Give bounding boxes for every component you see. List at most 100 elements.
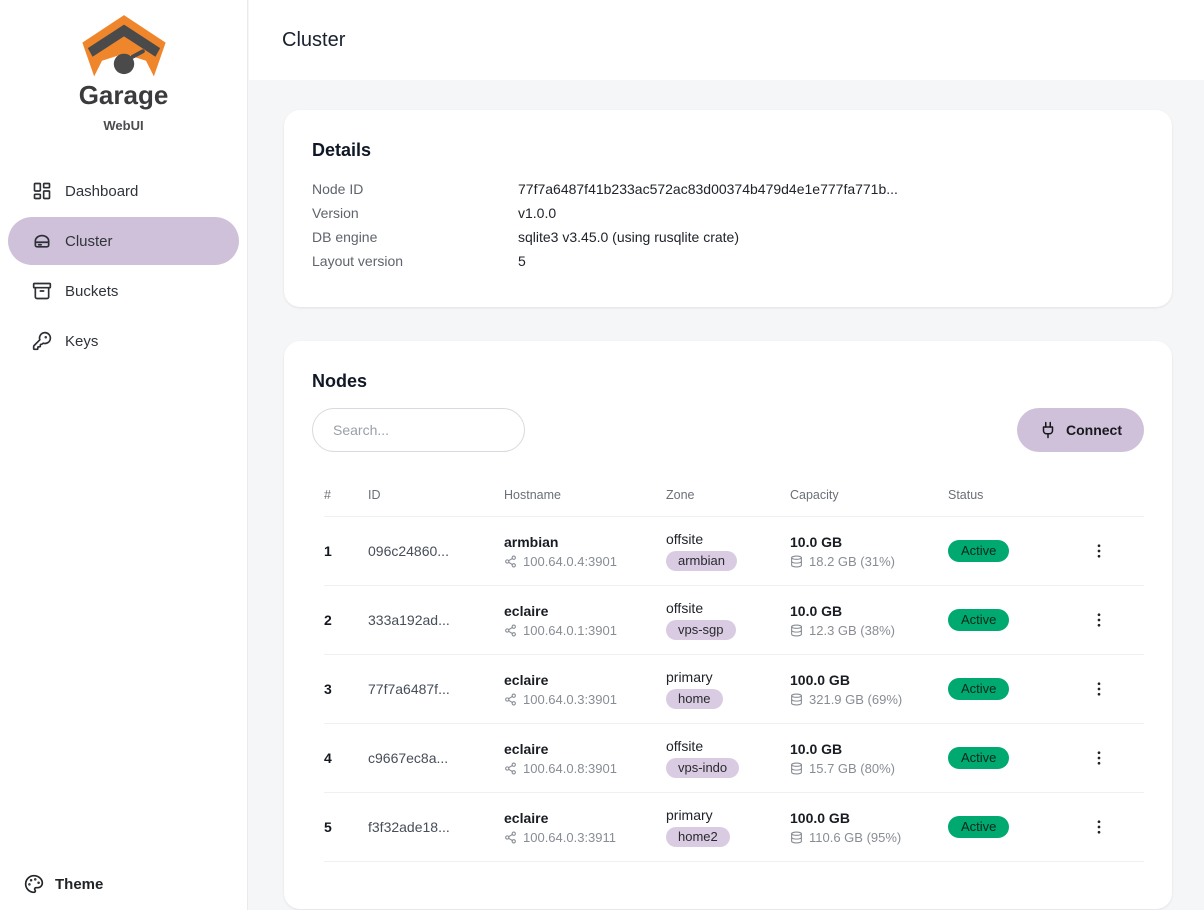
detail-value: v1.0.0 <box>518 205 557 221</box>
harddrive-icon <box>34 234 50 248</box>
row-menu-button[interactable] <box>1085 537 1113 565</box>
node-status-cell: Active <box>948 816 1075 838</box>
node-zone-cell: offsite vps-sgp <box>666 600 790 640</box>
table-row: 1 096c24860... armbian 100.64.0.4:3901 o… <box>324 516 1144 585</box>
database-icon <box>791 693 802 705</box>
database-icon <box>791 762 802 774</box>
node-used-line: 321.9 GB (69%) <box>790 692 948 707</box>
node-used-line: 110.6 GB (95%) <box>790 830 948 845</box>
node-address-line: 100.64.0.3:3911 <box>504 830 666 845</box>
node-status-cell: Active <box>948 747 1075 769</box>
table-header-row: # ID Hostname Zone Capacity Status <box>324 476 1144 516</box>
share-icon <box>505 555 516 567</box>
node-hostname: eclaire <box>504 809 549 826</box>
col-header-id: ID <box>368 488 381 502</box>
node-address-line: 100.64.0.4:3901 <box>504 554 666 569</box>
theme-toggle[interactable]: Theme <box>24 874 103 894</box>
connect-button[interactable]: Connect <box>1017 408 1144 452</box>
details-title: Details <box>312 140 372 160</box>
detail-row: DB engine sqlite3 v3.45.0 (using rusqlit… <box>312 225 1144 249</box>
details-card: Details Node ID 77f7a6487f41b233ac572ac8… <box>284 110 1172 307</box>
ellipsis-vertical-icon <box>1097 682 1101 696</box>
content: Details Node ID 77f7a6487f41b233ac572ac8… <box>249 80 1204 910</box>
database-icon <box>791 555 802 567</box>
key-icon <box>32 331 52 351</box>
row-menu-button[interactable] <box>1085 675 1113 703</box>
node-capacity: 10.0 GB <box>790 740 843 757</box>
node-capacity-cell: 10.0 GB 15.7 GB (80%) <box>790 741 948 776</box>
ellipsis-vertical-icon <box>1097 751 1101 765</box>
table-row: 5 f3f32ade18... eclaire 100.64.0.3:3911 … <box>324 792 1144 862</box>
node-index: 1 <box>324 543 332 559</box>
share-icon <box>505 762 516 774</box>
node-hostname: eclaire <box>504 671 549 688</box>
node-used-line: 12.3 GB (38%) <box>790 623 948 638</box>
node-address: 100.64.0.8:3901 <box>523 760 617 776</box>
detail-label: Version <box>312 205 359 221</box>
sidebar-item-label: Buckets <box>65 282 119 300</box>
sidebar-item-keys[interactable]: Keys <box>8 317 239 365</box>
node-used: 321.9 GB (69%) <box>809 691 903 707</box>
database-icon <box>791 624 802 636</box>
node-capacity: 10.0 GB <box>790 602 843 619</box>
table-row: 4 c9667ec8a... eclaire 100.64.0.8:3901 o… <box>324 723 1144 792</box>
node-id: 333a192ad... <box>368 612 450 628</box>
node-used: 18.2 GB (31%) <box>809 553 895 569</box>
sidebar-item-label: Dashboard <box>65 182 139 200</box>
database-icon <box>791 831 802 843</box>
node-capacity-cell: 100.0 GB 110.6 GB (95%) <box>790 810 948 845</box>
sidebar-item-label: Keys <box>65 332 99 350</box>
brand-block: Garage WebUI <box>0 0 247 133</box>
node-address-line: 100.64.0.3:3901 <box>504 692 666 707</box>
node-hostname-cell: eclaire 100.64.0.8:3901 <box>504 741 666 776</box>
node-hostname: armbian <box>504 533 559 550</box>
sidebar-item-cluster[interactable]: Cluster <box>8 217 239 265</box>
node-zone: primary <box>666 807 713 823</box>
node-index: 3 <box>324 681 332 697</box>
sidebar-item-buckets[interactable]: Buckets <box>8 267 239 315</box>
node-zone: offsite <box>666 738 704 754</box>
archive-icon <box>32 282 52 300</box>
table-body: 1 096c24860... armbian 100.64.0.4:3901 o… <box>324 516 1144 862</box>
node-id: c9667ec8a... <box>368 750 449 766</box>
node-address-line: 100.64.0.1:3901 <box>504 623 666 638</box>
ellipsis-vertical-icon <box>1097 820 1101 834</box>
table-row: 2 333a192ad... eclaire 100.64.0.1:3901 o… <box>324 585 1144 654</box>
nodes-toolbar: Connect <box>312 408 1144 452</box>
node-used: 12.3 GB (38%) <box>809 622 895 638</box>
search-input[interactable] <box>312 408 525 452</box>
page-title: Cluster <box>282 28 346 51</box>
node-used-line: 15.7 GB (80%) <box>790 761 948 776</box>
node-capacity: 10.0 GB <box>790 533 843 550</box>
node-id: 77f7a6487f... <box>368 681 450 697</box>
node-zone-tag: home <box>666 689 723 709</box>
table-row: 3 77f7a6487f... eclaire 100.64.0.3:3901 … <box>324 654 1144 723</box>
node-zone-tag: vps-sgp <box>666 620 736 640</box>
node-used: 110.6 GB (95%) <box>809 829 902 845</box>
detail-label: DB engine <box>312 229 378 245</box>
app-subtitle: WebUI <box>103 118 144 133</box>
node-index: 5 <box>324 819 332 835</box>
sidebar-item-dashboard[interactable]: Dashboard <box>8 167 239 215</box>
node-address: 100.64.0.1:3901 <box>523 622 617 638</box>
row-menu-button[interactable] <box>1085 744 1113 772</box>
detail-value: sqlite3 v3.45.0 (using rusqlite crate) <box>518 229 739 245</box>
node-zone-cell: offsite vps-indo <box>666 738 790 778</box>
col-header-hostname: Hostname <box>504 488 561 502</box>
node-capacity: 100.0 GB <box>790 809 850 826</box>
detail-value: 5 <box>518 253 526 269</box>
node-address: 100.64.0.3:3911 <box>523 829 617 845</box>
node-zone: offsite <box>666 531 704 547</box>
node-address: 100.64.0.3:3901 <box>523 691 617 707</box>
detail-label: Node ID <box>312 181 364 197</box>
node-address: 100.64.0.4:3901 <box>523 553 617 569</box>
row-menu-button[interactable] <box>1085 813 1113 841</box>
node-capacity: 100.0 GB <box>790 671 850 688</box>
node-hostname-cell: eclaire 100.64.0.3:3911 <box>504 810 666 845</box>
node-capacity-cell: 10.0 GB 18.2 GB (31%) <box>790 534 948 569</box>
row-menu-button[interactable] <box>1085 606 1113 634</box>
node-zone: primary <box>666 669 713 685</box>
share-icon <box>505 624 516 636</box>
node-used-line: 18.2 GB (31%) <box>790 554 948 569</box>
details-list: Node ID 77f7a6487f41b233ac572ac83d00374b… <box>312 177 1144 273</box>
